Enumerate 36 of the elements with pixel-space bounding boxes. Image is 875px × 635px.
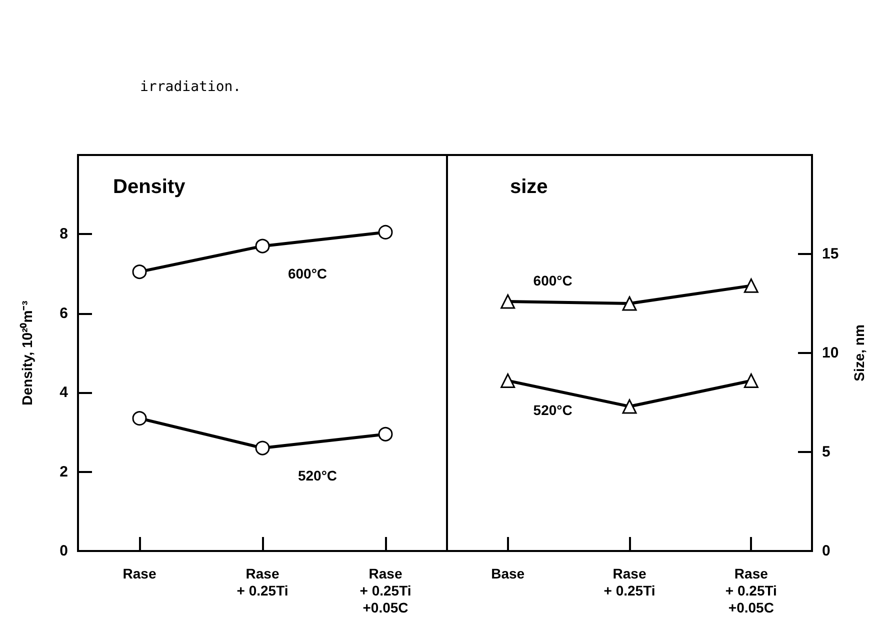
text: Density xyxy=(113,176,186,198)
y-tick-label: 4 xyxy=(60,384,69,402)
point xyxy=(132,264,147,280)
y-tick-label: 5 xyxy=(822,444,830,460)
point xyxy=(255,238,270,254)
x-tick-label: Rase + 0.25Ti +0.05C xyxy=(725,566,777,616)
x-tick-label: Rase + 0.25Ti +0.05C xyxy=(360,566,412,616)
point xyxy=(744,373,758,388)
series-label: 600°C xyxy=(288,265,328,282)
y-tick-label: 6 xyxy=(60,304,68,322)
y-axis-title: Density, 10²⁰m⁻³ xyxy=(19,300,35,406)
x-tick-label: Rase + 0.25Ti xyxy=(604,566,656,598)
point xyxy=(500,373,516,388)
text: irradiation. xyxy=(140,79,242,95)
series-label: 520°C xyxy=(298,467,338,484)
y-tick-label: 0 xyxy=(822,542,830,560)
point xyxy=(132,411,147,426)
x-tick-label: Rase xyxy=(122,566,156,582)
series-label: 600°C xyxy=(533,272,572,288)
point xyxy=(378,426,393,442)
y-tick-label: 2 xyxy=(60,463,68,480)
point xyxy=(744,278,758,293)
x-tick-label: Base xyxy=(491,566,525,582)
y-axis-title: Size, nm xyxy=(851,324,867,382)
y-tick-label: 8 xyxy=(60,226,68,243)
point xyxy=(500,294,516,309)
text: size xyxy=(510,176,548,198)
point xyxy=(622,399,637,414)
y-tick-label: 0 xyxy=(60,542,68,560)
x-tick-label: Rase + 0.25Ti xyxy=(236,566,288,598)
point xyxy=(255,440,270,456)
y-tick-label: 10 xyxy=(822,344,839,362)
series-label: 520°C xyxy=(533,402,572,418)
point xyxy=(622,296,637,311)
y-tick-label: 15 xyxy=(822,246,839,262)
point xyxy=(378,224,393,240)
